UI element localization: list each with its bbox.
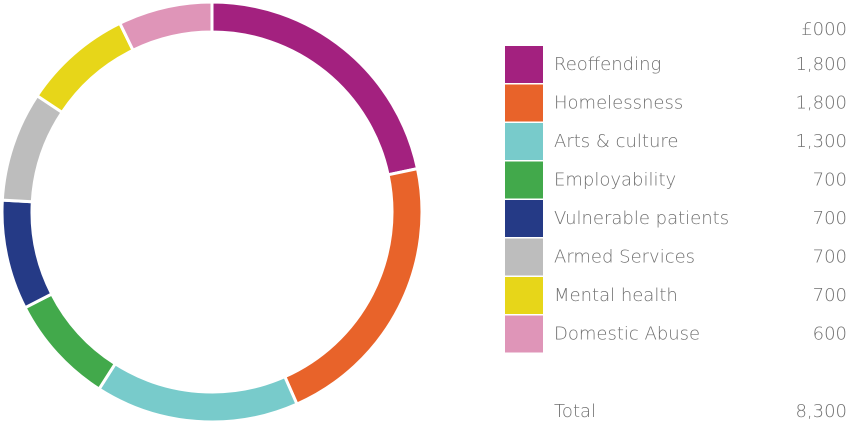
donut-slice [35,21,136,115]
legend-swatch [505,238,543,276]
donut-slice [210,0,420,177]
value-label: 1,800 [795,54,847,75]
value-label: 700 [813,285,847,306]
legend-swatch [505,123,543,160]
total-label: Total [554,401,596,422]
legend-label: Employability [554,170,676,191]
legend-swatch [505,84,543,122]
donut-slice [0,198,54,310]
legend-label: Armed Services [554,247,695,268]
donut-slice [0,93,65,204]
donut-slice [97,361,299,424]
value-label: 1,800 [795,93,847,114]
value-label: 1,300 [795,131,847,152]
donut-slice [23,292,118,392]
legend-label: Domestic Abuse [554,324,700,345]
legend-swatch [505,277,543,314]
donut-slice [117,0,214,53]
legend-swatch [505,46,543,83]
legend-swatch [505,161,543,199]
unit-header: £000 [801,19,847,40]
total-value: 8,300 [795,401,847,422]
legend-label: Mental health [554,285,678,306]
value-label: 600 [813,324,847,345]
value-label: 700 [813,208,847,229]
legend-label: Homelessness [554,93,683,114]
legend-swatch [505,315,543,353]
legend-label: Reoffending [554,54,661,75]
legend-label: Arts & culture [554,131,678,152]
value-label: 700 [813,247,847,268]
legend-swatch [505,200,543,237]
donut-slice [282,166,424,407]
legend-label: Vulnerable patients [554,208,729,229]
value-label: 700 [813,170,847,191]
